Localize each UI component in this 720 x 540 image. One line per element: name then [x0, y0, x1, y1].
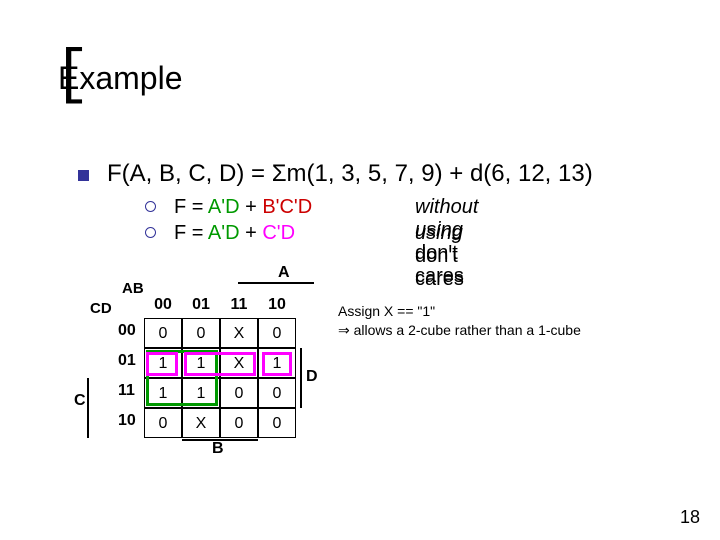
- col-head: 01: [182, 296, 220, 314]
- ab-label: AB: [122, 280, 144, 297]
- title-block: Example: [58, 60, 183, 97]
- plus: +: [240, 196, 263, 218]
- f-eq: F =: [174, 196, 208, 218]
- term-green: A'D: [208, 222, 240, 244]
- kmap-cell: 1: [182, 348, 220, 378]
- d-label: D: [306, 368, 318, 386]
- note-line2: ⇒ allows a 2-cube rather than a 1-cube: [338, 321, 581, 340]
- c-bar: [87, 378, 89, 438]
- kmap-cell: X: [220, 318, 258, 348]
- kmap-cell: 0: [220, 408, 258, 438]
- kmap-cell: 0: [258, 408, 296, 438]
- term-pink: C'D: [262, 222, 295, 244]
- d-bar: [300, 348, 302, 408]
- kmap-cell: X: [220, 348, 258, 378]
- kmap-cell: X: [182, 408, 220, 438]
- eq-lhs: F(A, B, C, D) =: [107, 160, 272, 187]
- bullet-circle-icon: [145, 201, 156, 212]
- c-label: C: [74, 392, 86, 410]
- col-head: 10: [258, 296, 296, 314]
- col-head: 11: [220, 296, 258, 314]
- note-text: Assign X == "1" ⇒ allows a 2-cube rather…: [338, 302, 581, 340]
- kmap-cell: 0: [220, 378, 258, 408]
- bullet-circle-icon: [145, 227, 156, 238]
- row-head: 00: [118, 322, 136, 340]
- eq-rest: m(1, 3, 5, 7, 9) + d(6, 12, 13): [287, 160, 593, 187]
- kmap-cell: 1: [144, 348, 182, 378]
- result-line-2: F = A'D + C'D using don't cares: [145, 222, 295, 245]
- kmap-cell: 0: [258, 378, 296, 408]
- cd-label: CD: [90, 300, 112, 317]
- row-head: 10: [118, 412, 136, 430]
- row-head: 11: [118, 382, 135, 400]
- row-head: 01: [118, 352, 136, 370]
- term-green: A'D: [208, 196, 240, 218]
- kmap-cell: 0: [182, 318, 220, 348]
- sigma: Σ: [272, 160, 287, 187]
- plus: +: [240, 222, 263, 244]
- kmap-cell: 0: [144, 408, 182, 438]
- a-label: A: [278, 264, 290, 282]
- b-label: B: [212, 440, 224, 458]
- kmap-cell: 1: [182, 378, 220, 408]
- note-line1: Assign X == "1": [338, 302, 581, 321]
- slide: Example F(A, B, C, D) = Σm(1, 3, 5, 7, 9…: [0, 0, 720, 540]
- term-red: B'C'D: [262, 196, 312, 218]
- kmap-cell: 0: [144, 318, 182, 348]
- comment-2: using don't cares: [415, 222, 464, 291]
- bracket-icon: [54, 46, 90, 106]
- a-bar: [238, 282, 314, 284]
- kmap-cell: 1: [144, 378, 182, 408]
- page-number: 18: [680, 507, 700, 528]
- result-line-1: F = A'D + B'C'D without using don't care…: [145, 196, 312, 219]
- f-eq: F =: [174, 222, 208, 244]
- bullet-square-icon: [78, 170, 89, 181]
- kmap-cell: 0: [258, 318, 296, 348]
- col-head: 00: [144, 296, 182, 314]
- kmap-cell: 1: [258, 348, 296, 378]
- main-equation: F(A, B, C, D) = Σm(1, 3, 5, 7, 9) + d(6,…: [107, 160, 593, 188]
